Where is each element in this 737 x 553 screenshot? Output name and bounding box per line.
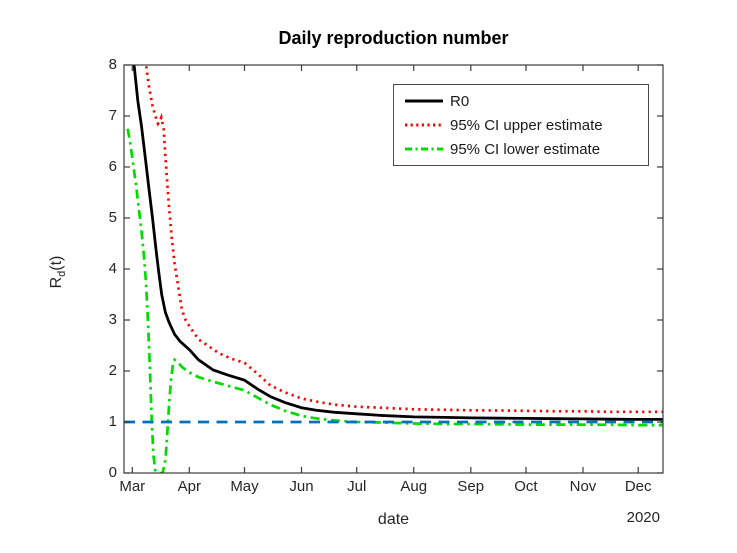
legend-line-solid-icon — [405, 99, 443, 103]
x-tick-label: Jul — [347, 478, 367, 495]
year-label: 2020 — [626, 509, 660, 526]
legend-item-ci-upper: 95% CI upper estimate — [404, 113, 640, 137]
legend-item-ci-lower: 95% CI lower estimate — [404, 137, 640, 161]
y-tick-label: 0 — [108, 464, 117, 481]
x-tick-label: Jun — [289, 478, 314, 495]
y-tick-label: 6 — [108, 158, 117, 175]
x-tick-label: Oct — [514, 478, 538, 495]
y-tick-label: 4 — [108, 260, 117, 277]
y-tick-label: 3 — [108, 311, 117, 328]
curves-group — [124, 65, 663, 473]
legend-label-r0: R0 — [450, 92, 470, 110]
y-tick-label: 8 — [108, 56, 117, 73]
legend-line-dashdot-icon — [405, 147, 443, 151]
x-axis-label: date — [377, 511, 410, 528]
legend-label-ci-lower: 95% CI lower estimate — [450, 140, 601, 158]
y-tick-label: 2 — [108, 362, 117, 379]
x-tick-label: May — [230, 478, 259, 495]
curve-ci-upper — [144, 65, 663, 414]
x-tick-label: Mar — [119, 478, 146, 495]
x-tick-label: Dec — [624, 478, 652, 495]
y-tick-label: 5 — [108, 209, 117, 226]
x-tick-label: Aug — [400, 478, 428, 495]
legend: R0 95% CI upper estimate 95% CI lower es… — [393, 84, 649, 166]
legend-item-r0: R0 — [404, 89, 640, 113]
x-tick-label: Apr — [177, 478, 201, 495]
x-tick-label: Sep — [457, 478, 485, 495]
curve-ci-lower — [126, 128, 663, 473]
y-tick-label: 1 — [108, 413, 117, 430]
y-tick-label: 7 — [108, 107, 117, 124]
legend-line-dotted-icon — [405, 123, 443, 127]
x-tick-label: Nov — [569, 478, 597, 495]
y-axis-label: Rd(t) — [48, 255, 68, 289]
legend-label-ci-upper: 95% CI upper estimate — [450, 116, 603, 134]
chart-title: Daily reproduction number — [278, 28, 509, 48]
curve-r0 — [132, 65, 663, 421]
